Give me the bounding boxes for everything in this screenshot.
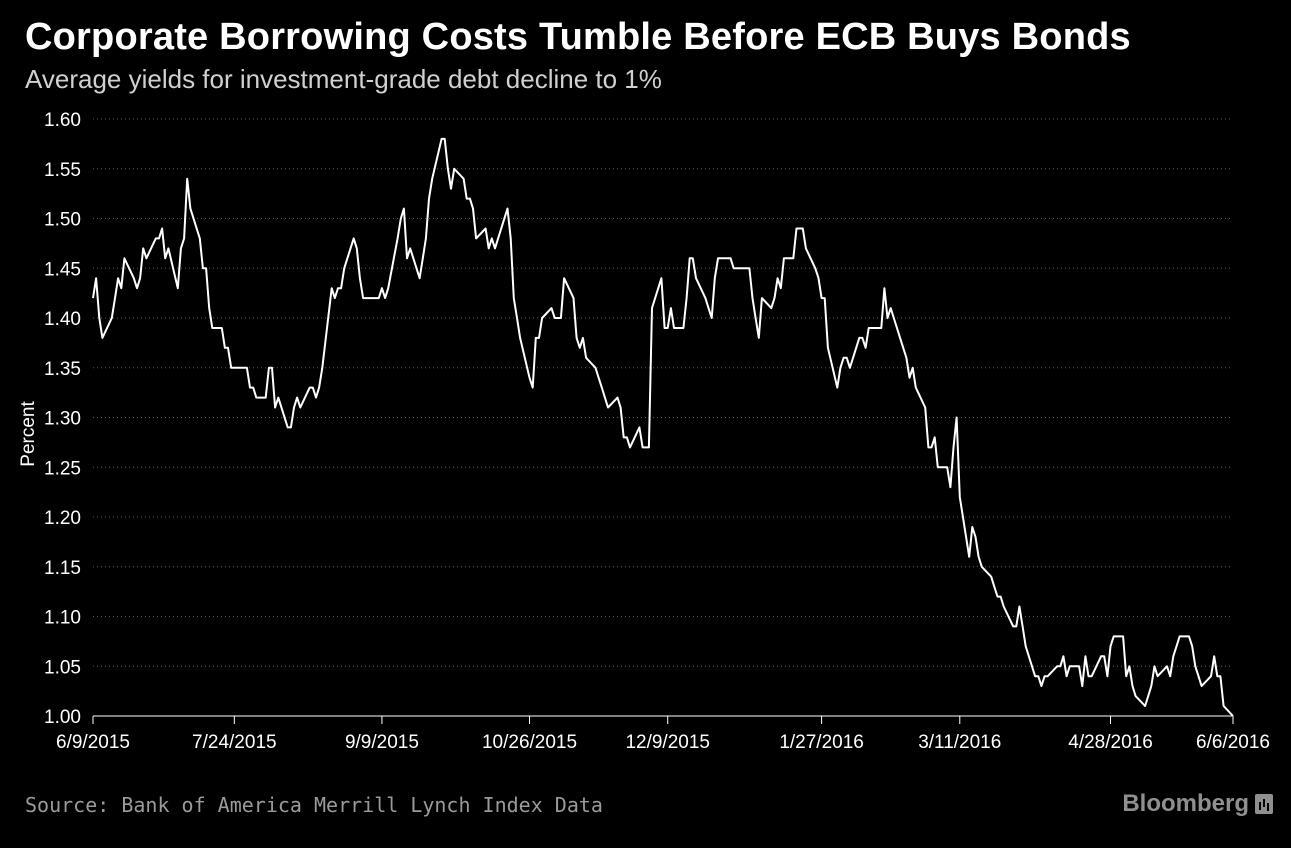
y-tick-label: 1.60 xyxy=(44,110,81,131)
x-tick-label: 1/27/2016 xyxy=(779,732,864,753)
y-tick-label: 1.00 xyxy=(44,707,81,728)
y-tick-label: 1.55 xyxy=(44,160,81,181)
chart-subtitle: Average yields for investment-grade debt… xyxy=(25,64,662,94)
bloomberg-logo: Bloomberg xyxy=(1122,790,1273,818)
x-tick-label: 3/11/2016 xyxy=(918,732,1001,753)
x-tick-label: 4/28/2016 xyxy=(1068,732,1153,753)
chart-title: Corporate Borrowing Costs Tumble Before … xyxy=(25,16,1131,58)
x-tick-label: 9/9/2015 xyxy=(345,732,419,753)
y-tick-label: 1.20 xyxy=(44,508,81,529)
y-tick-label: 1.25 xyxy=(44,458,81,479)
x-tick-label: 7/24/2015 xyxy=(192,732,277,753)
y-tick-label: 1.35 xyxy=(44,359,81,380)
y-axis-label: Percent xyxy=(18,401,39,467)
source-note: Source: Bank of America Merrill Lynch In… xyxy=(25,793,603,817)
gridlines xyxy=(93,118,1233,667)
logo-text: Bloomberg xyxy=(1122,790,1249,817)
y-tick-label: 1.40 xyxy=(44,309,81,330)
bloomberg-terminal-icon xyxy=(1255,794,1273,814)
y-tick-label: 1.10 xyxy=(44,608,81,629)
y-axis-ticks: 1.00 1.05 1.10 1.15 1.20 1.25 1.30 1.35 1.40 1.45… xyxy=(44,110,81,728)
y-tick-label: 1.05 xyxy=(44,657,81,678)
x-tick-label: 6/6/2016 xyxy=(1196,732,1270,753)
x-tick-label: 10/26/2015 xyxy=(482,732,577,753)
y-tick-label: 1.30 xyxy=(44,409,81,430)
y-tick-label: 1.15 xyxy=(44,558,81,579)
series-line xyxy=(92,137,1234,717)
x-axis-ticks: 6/9/2015 7/24/2015 9/9/2015 10/26/2015 12/9/… xyxy=(56,716,1270,753)
x-tick-label: 12/9/2015 xyxy=(625,732,710,753)
x-tick-label: 6/9/2015 xyxy=(56,732,130,753)
y-tick-label: 1.45 xyxy=(44,259,81,280)
y-tick-label: 1.50 xyxy=(44,210,81,231)
